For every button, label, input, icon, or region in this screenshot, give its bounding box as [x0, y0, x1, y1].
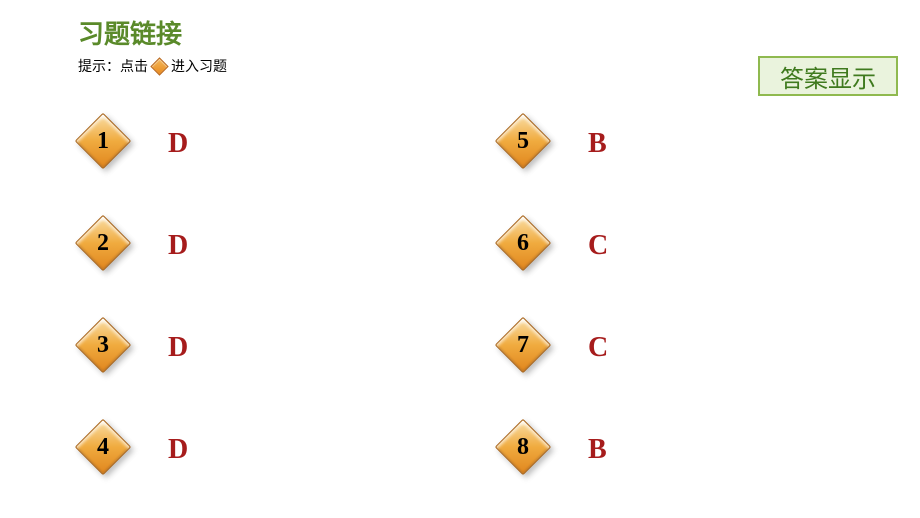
answer-letter: C [588, 230, 608, 262]
answer-letter: D [168, 434, 188, 466]
answer-letter: B [588, 128, 607, 160]
exercise-number: 8 [498, 422, 548, 472]
exercise-item: 2 D [78, 218, 188, 274]
exercise-button-8[interactable]: 8 [498, 422, 554, 478]
exercise-number: 4 [78, 422, 128, 472]
exercise-item: 7 C [498, 320, 608, 376]
exercise-button-2[interactable]: 2 [78, 218, 134, 274]
exercise-number: 2 [78, 218, 128, 268]
exercise-item: 6 C [498, 218, 608, 274]
exercise-item: 1 D [78, 116, 188, 172]
exercise-button-6[interactable]: 6 [498, 218, 554, 274]
hint-prefix: 提示：点击 [78, 56, 148, 76]
answer-letter: D [168, 128, 188, 160]
right-column: 5 B 6 C 7 C 8 B [498, 116, 608, 478]
exercise-item: 5 B [498, 116, 608, 172]
page-title: 习题链接 [78, 14, 182, 51]
exercise-number: 1 [78, 116, 128, 166]
exercise-button-1[interactable]: 1 [78, 116, 134, 172]
answer-letter: C [588, 332, 608, 364]
exercise-item: 8 B [498, 422, 608, 478]
exercise-button-3[interactable]: 3 [78, 320, 134, 376]
exercise-button-4[interactable]: 4 [78, 422, 134, 478]
exercise-number: 6 [498, 218, 548, 268]
answer-letter: B [588, 434, 607, 466]
diamond-icon [150, 57, 168, 75]
exercise-button-7[interactable]: 7 [498, 320, 554, 376]
exercise-number: 7 [498, 320, 548, 370]
exercise-item: 3 D [78, 320, 188, 376]
exercise-button-5[interactable]: 5 [498, 116, 554, 172]
hint-text: 提示：点击 进入习题 [78, 56, 227, 76]
exercise-item: 4 D [78, 422, 188, 478]
exercise-number: 3 [78, 320, 128, 370]
hint-suffix: 进入习题 [171, 56, 227, 76]
left-column: 1 D 2 D 3 D 4 D [78, 116, 188, 478]
exercise-number: 5 [498, 116, 548, 166]
answer-display-badge[interactable]: 答案显示 [758, 56, 898, 96]
answer-letter: D [168, 332, 188, 364]
answer-letter: D [168, 230, 188, 262]
